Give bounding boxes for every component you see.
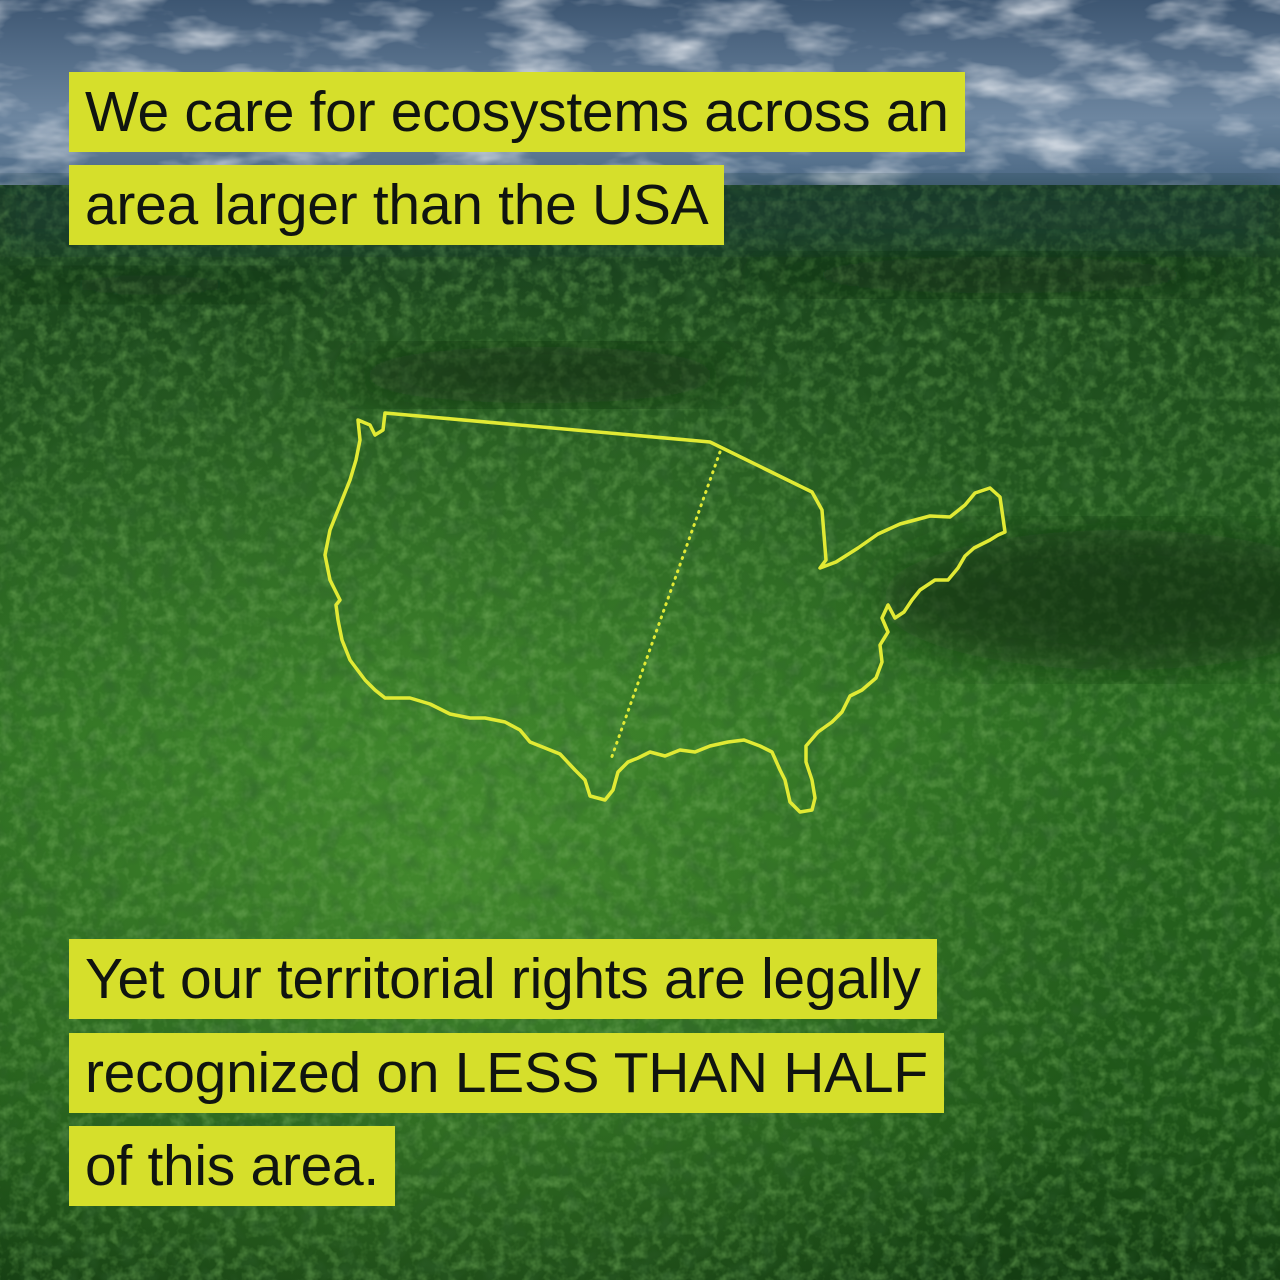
statement-line-3: of this area. [69, 1126, 395, 1206]
statement-line-2: recognized on LESS THAN HALF [69, 1033, 944, 1113]
dotted-divider-line [608, 450, 722, 764]
headline-line-2: area larger than the USA [69, 165, 725, 245]
statement-line-1: Yet our territorial rights are legally [69, 939, 937, 1019]
headline-line-1: We care for ecosystems across an [69, 72, 965, 152]
usa-outline [323, 411, 1007, 814]
